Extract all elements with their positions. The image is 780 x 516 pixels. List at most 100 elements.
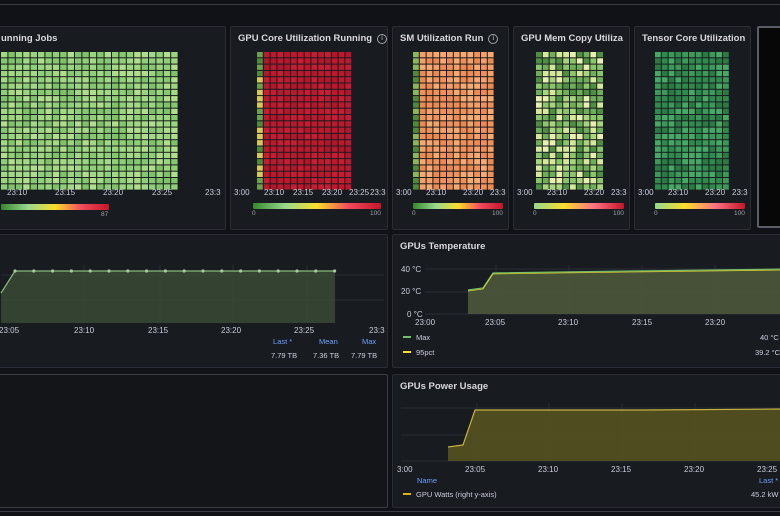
gpu-core-heatmap[interactable]: [231, 27, 388, 230]
heatmap-cell: [104, 178, 111, 184]
legend-header-last[interactable]: Last *: [273, 337, 293, 346]
heatmap-cell: [453, 77, 460, 83]
heatmap-cell: [668, 146, 675, 152]
legend-item-95pct[interactable]: 95pct: [403, 348, 434, 357]
heatmap-cell: [82, 89, 89, 96]
heatmap-cell: [284, 146, 290, 152]
heatmap-cell: [270, 70, 277, 77]
heatmap-cell: [30, 89, 37, 96]
heatmap-cell: [171, 108, 178, 114]
heatmap-cell: [481, 184, 487, 190]
gpus-temperature-panel[interactable]: GPUs Temperature 40 °C 20 °C 0 °C 23:00 …: [392, 234, 780, 368]
heatmap-cell: [702, 64, 709, 70]
heatmap-cell: [331, 58, 338, 64]
heatmap-cell: [30, 108, 37, 114]
heatmap-cell: [338, 165, 345, 171]
legend-header-max[interactable]: Max: [362, 337, 377, 346]
heatmap-cell: [542, 64, 549, 70]
storage-area: [1, 271, 335, 323]
heatmap-cell: [97, 159, 104, 165]
heatmap-cell: [311, 115, 318, 121]
sm-utilization-panel[interactable]: SM Utilization Run i 3:00 23:10 23:20 23:…: [392, 26, 509, 230]
heatmap-cell: [126, 77, 134, 83]
legend-header-last[interactable]: Last *: [759, 476, 779, 485]
heatmap-cell: [134, 89, 141, 96]
heatmap-cell: [460, 108, 467, 114]
heatmap-cell: [141, 96, 148, 102]
power-chart[interactable]: [393, 375, 780, 508]
heatmap-cell: [82, 52, 89, 58]
top-divider: [0, 4, 780, 5]
heatmap-cell: [689, 171, 695, 177]
heatmap-cell: [8, 115, 15, 121]
heatmap-cell: [52, 108, 60, 114]
heatmap-cell: [709, 70, 716, 77]
heatmap-cell: [570, 133, 576, 140]
storage-chart[interactable]: [0, 235, 388, 368]
heatmap-cell: [556, 70, 563, 77]
heatmap-cell: [481, 121, 487, 127]
heatmap-cell: [52, 140, 60, 146]
heatmap-cell: [75, 89, 82, 96]
heatmap-cell: [542, 121, 549, 127]
heatmap-cell: [163, 108, 171, 114]
heatmap-cell: [297, 83, 304, 89]
legend-item-max[interactable]: Max: [403, 333, 430, 342]
legend-header-mean[interactable]: Mean: [319, 337, 338, 346]
temperature-chart[interactable]: [393, 235, 780, 368]
heatmap-cell: [52, 171, 60, 177]
gpu-mem-copy-panel[interactable]: GPU Mem Copy Utiliza 3:00 23:10 23:20 23…: [513, 26, 630, 230]
heatmap-cell: [141, 171, 148, 177]
tensor-core-panel[interactable]: Tensor Core Utilization 3:00 23:10 23:20…: [634, 26, 751, 230]
heatmap-cell: [723, 77, 729, 83]
heatmap-cell: [668, 115, 675, 121]
heatmap-cell: [23, 159, 30, 165]
storage-point: [163, 269, 167, 273]
heatmap-cell: [419, 70, 426, 77]
heatmap-cell: [156, 152, 163, 159]
running-jobs-heatmap[interactable]: [0, 27, 226, 230]
sm-utilization-heatmap[interactable]: [393, 27, 509, 230]
legend-name: GPU Watts (right y-axis): [416, 490, 497, 499]
heatmap-cell: [536, 96, 542, 102]
empty-panel[interactable]: [0, 374, 388, 508]
legend-header-name[interactable]: Name: [417, 476, 438, 485]
heatmap-cell: [318, 171, 324, 177]
heatmap-cell: [536, 102, 542, 108]
heatmap-cell: [297, 159, 304, 165]
storage-panel[interactable]: 23:05 23:10 23:15 23:20 23:25 23:3 Last …: [0, 234, 388, 368]
heatmap-cell: [597, 146, 603, 152]
gpus-power-usage-panel[interactable]: GPUs Power Usage 3:00 23:05 23:10 23:15 …: [392, 374, 780, 508]
info-icon[interactable]: i: [377, 34, 387, 44]
heatmap-cell: [270, 58, 277, 64]
temperature-area: [468, 269, 780, 314]
heatmap-cell: [60, 146, 67, 152]
heatmap-cell: [30, 178, 37, 184]
heatmap-cell: [38, 165, 45, 171]
heatmap-cell: [597, 140, 603, 146]
running-jobs-panel[interactable]: unning Jobs 23:10 23:15 23:20 23:25 23:3…: [0, 26, 226, 230]
legend-item-gpu-watts[interactable]: GPU Watts (right y-axis): [403, 490, 497, 499]
heatmap-cell: [75, 64, 82, 70]
heatmap-cell: [82, 70, 89, 77]
heatmap-cell: [156, 89, 163, 96]
mem-copy-heatmap[interactable]: [514, 27, 630, 230]
partial-panel[interactable]: [757, 26, 780, 228]
tensor-core-heatmap[interactable]: [635, 27, 751, 230]
heatmap-cell: [318, 146, 324, 152]
heatmap-cell: [89, 89, 97, 96]
heatmap-cell: [487, 159, 494, 165]
heatmap-cell: [89, 171, 97, 177]
heatmap-cell: [104, 96, 111, 102]
heatmap-cell: [467, 83, 474, 89]
heatmap-cell: [119, 178, 126, 184]
heatmap-cell: [590, 146, 597, 152]
power-line: [447, 408, 780, 448]
heatmap-cell: [325, 159, 331, 165]
heatmap-cell: [487, 171, 494, 177]
gpu-core-utilization-panel[interactable]: GPU Core Utilization Running i 3:00 23:10…: [230, 26, 388, 230]
heatmap-cell: [345, 64, 352, 70]
heatmap-cell: [338, 127, 345, 133]
heatmap-cell: [30, 165, 37, 171]
info-icon[interactable]: i: [488, 34, 499, 44]
